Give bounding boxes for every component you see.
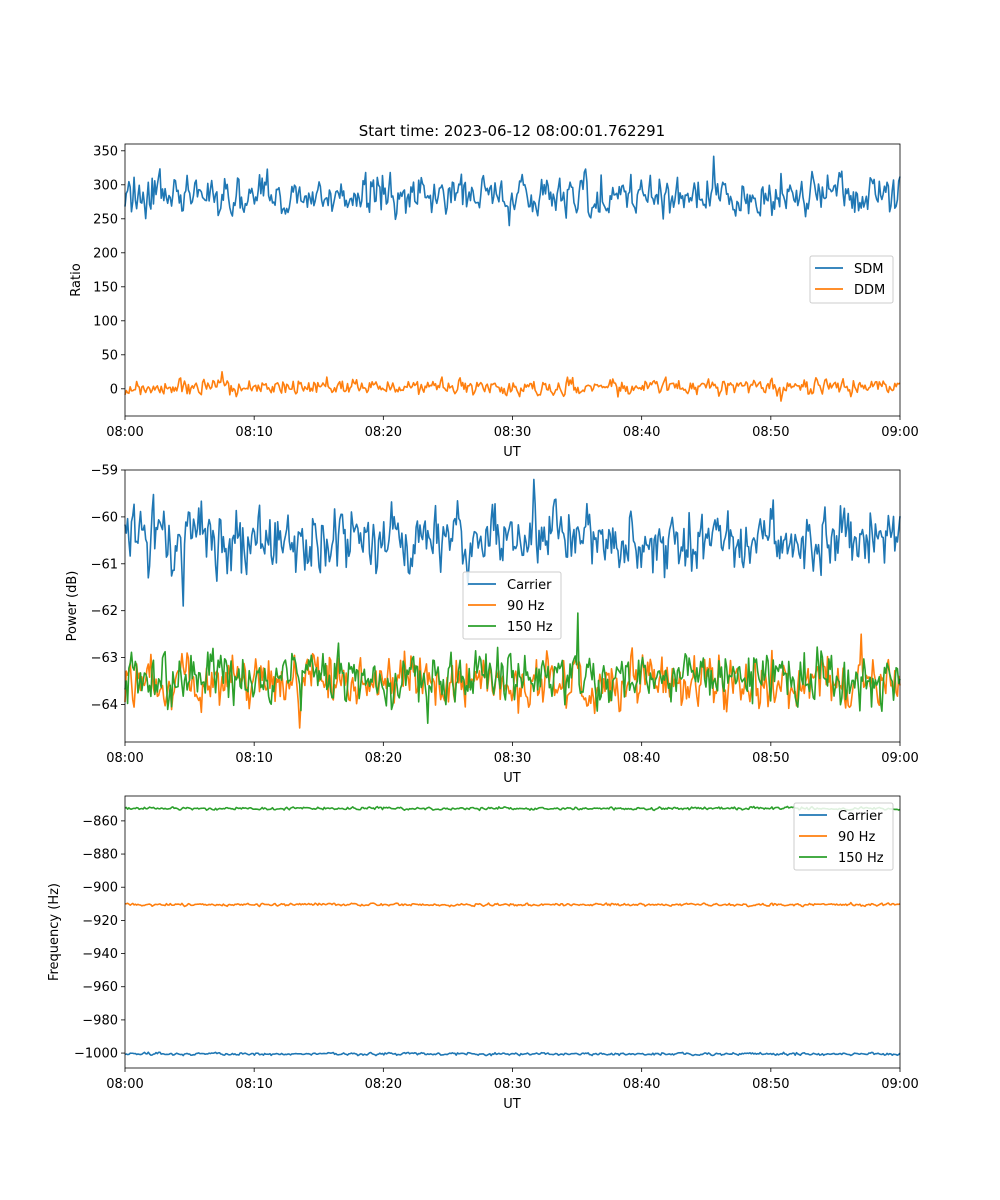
legend-label: 90 Hz <box>507 599 544 614</box>
legend-box <box>793 802 894 871</box>
y-tick-label: −940 <box>82 947 118 962</box>
power-panel: UT Power (dB) 08:00 08:10 08:20 08:30 08:40 0… <box>65 464 919 787</box>
y-axis-label: Power (dB) <box>65 571 80 642</box>
x-tick-label: 08:20 <box>365 751 402 766</box>
legend-label: Carrier <box>507 578 552 593</box>
y-tick-label: 50 <box>101 348 118 363</box>
y-tick-label: −1000 <box>74 1047 118 1062</box>
x-tick-label: 09:00 <box>881 425 918 440</box>
legend-box <box>462 571 562 640</box>
y-tick-label: −62 <box>91 604 118 619</box>
series-line-carrier <box>124 1051 901 1057</box>
x-tick-label: 08:00 <box>106 751 143 766</box>
y-tick-label: 350 <box>93 144 118 159</box>
y-tick-label: 150 <box>93 280 118 295</box>
x-tick-label: 08:40 <box>623 751 660 766</box>
y-tick-label: 300 <box>93 178 118 193</box>
series-line-90-hz <box>124 901 901 908</box>
y-tick-label: −64 <box>91 698 118 713</box>
legend-label: SDM <box>854 262 883 277</box>
series-line-150-hz <box>124 612 901 725</box>
series-line-sdm <box>124 155 901 227</box>
y-tick-label: 0 <box>110 382 118 397</box>
legend-label: 150 Hz <box>838 851 884 866</box>
legend: Carrier 90 Hz 150 Hz <box>462 571 562 640</box>
legend-label: 150 Hz <box>507 620 553 635</box>
x-tick-label: 08:50 <box>752 425 789 440</box>
series-line-ddm <box>124 370 901 402</box>
y-tick-label: −60 <box>91 510 118 525</box>
x-tick-label: 08:10 <box>235 1077 272 1092</box>
series-line-150-hz <box>124 805 901 812</box>
legend: Carrier 90 Hz 150 Hz <box>793 802 894 871</box>
series-line-90-hz <box>124 633 901 729</box>
y-tick-label: −900 <box>82 881 118 896</box>
x-axis-label: UT <box>503 445 521 460</box>
y-tick-label: −59 <box>91 464 118 479</box>
x-tick-label: 08:00 <box>106 425 143 440</box>
x-tick-label: 08:40 <box>623 425 660 440</box>
x-tick-label: 08:20 <box>365 1077 402 1092</box>
legend-label: Carrier <box>838 809 883 824</box>
y-tick-label: −960 <box>82 980 118 995</box>
x-axis-label: UT <box>503 771 521 786</box>
x-tick-label: 08:40 <box>623 1077 660 1092</box>
y-tick-label: −63 <box>91 651 118 666</box>
legend-label: 90 Hz <box>838 830 875 845</box>
y-tick-label: −980 <box>82 1013 118 1028</box>
y-axis-label: Ratio <box>69 263 84 296</box>
ratio-panel: Start time: 2023-06-12 08:00:01.762291 U… <box>69 122 919 460</box>
y-tick-label: 100 <box>93 314 118 329</box>
y-axis-label: Frequency (Hz) <box>47 883 62 981</box>
y-tick-label: −61 <box>91 557 118 572</box>
legend-label: DDM <box>854 283 885 298</box>
x-tick-label: 09:00 <box>881 1077 918 1092</box>
y-tick-label: 250 <box>93 212 118 227</box>
x-tick-label: 08:30 <box>494 751 531 766</box>
x-tick-label: 09:00 <box>881 751 918 766</box>
series-line-carrier <box>124 478 901 607</box>
y-tick-label: 200 <box>93 246 118 261</box>
x-tick-label: 08:30 <box>494 425 531 440</box>
x-tick-label: 08:30 <box>494 1077 531 1092</box>
y-tick-label: −880 <box>82 848 118 863</box>
x-tick-label: 08:10 <box>235 425 272 440</box>
x-axis-label: UT <box>503 1097 521 1112</box>
y-tick-label: −860 <box>82 814 118 829</box>
x-tick-label: 08:10 <box>235 751 272 766</box>
x-tick-label: 08:20 <box>365 425 402 440</box>
x-tick-label: 08:00 <box>106 1077 143 1092</box>
frequency-panel: UT Frequency (Hz) 08:00 08:10 08:20 08:30 08… <box>47 795 919 1112</box>
x-tick-label: 08:50 <box>752 751 789 766</box>
y-tick-label: −920 <box>82 914 118 929</box>
chart-title: Start time: 2023-06-12 08:00:01.762291 <box>359 122 665 140</box>
x-tick-label: 08:50 <box>752 1077 789 1092</box>
legend: SDM DDM <box>809 255 894 304</box>
